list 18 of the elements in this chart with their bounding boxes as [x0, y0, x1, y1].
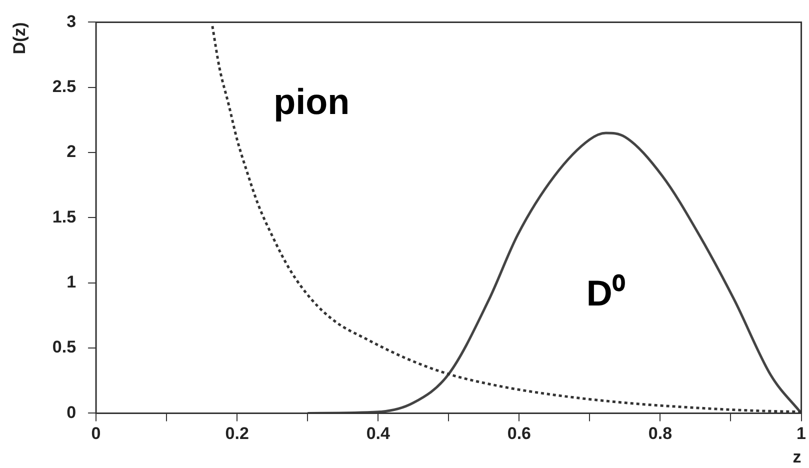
y-tick-label: 0.5: [52, 338, 76, 357]
series-label: pion: [274, 81, 350, 122]
text: D⁰: [586, 272, 626, 314]
x-tick-label: 0.6: [507, 424, 531, 444]
x-tick-label: 0.2: [225, 424, 249, 444]
line-series: [306, 132, 802, 414]
y-tick-label: 3: [66, 12, 76, 31]
y-tick-label: 2: [66, 142, 76, 162]
x-axis-title: z: [792, 447, 802, 466]
x-tick-label: 0: [91, 424, 101, 444]
x-tick-label: 0.4: [366, 424, 390, 444]
y-tick-label: 1: [66, 272, 76, 292]
y-tick-label: 1.5: [52, 207, 76, 226]
y-tick-label: 2.5: [52, 77, 76, 96]
x-tick-label: 1: [796, 424, 806, 444]
y-tick-label: 0: [66, 402, 76, 422]
x-tick-label: 0.8: [648, 424, 672, 444]
y-axis-title: D(z): [10, 22, 29, 54]
